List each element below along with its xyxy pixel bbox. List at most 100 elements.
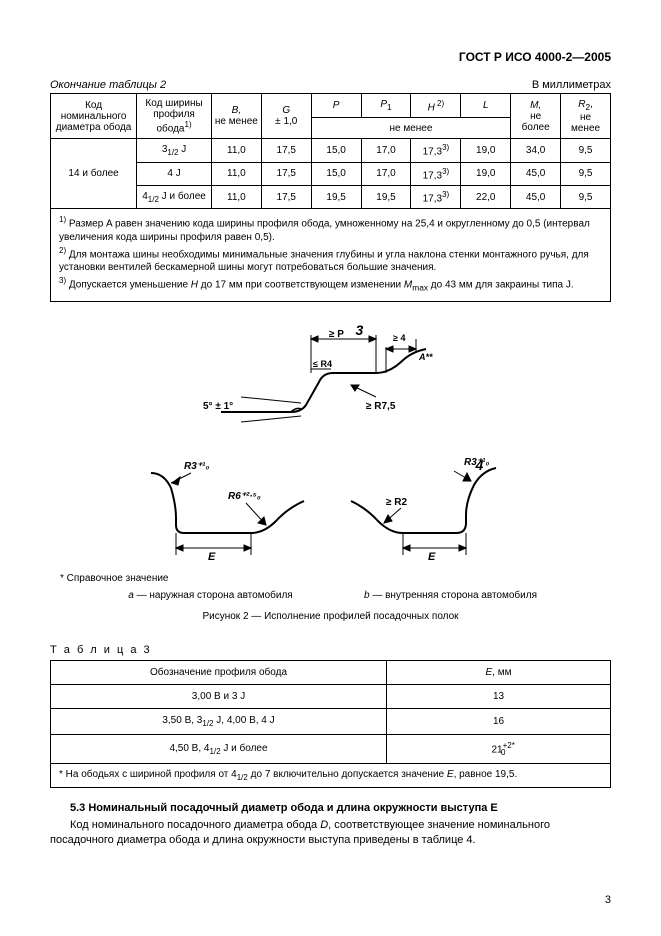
fig4a-r3: R3⁺¹₀	[184, 461, 209, 472]
t3-r0-c2: 13	[387, 685, 611, 709]
fig4a-r6: R6⁺²·⁵₀	[228, 491, 261, 502]
table2-caption: Окончание таблицы 2 В миллиметрах	[50, 79, 611, 91]
figure-label-3: 3	[356, 322, 364, 338]
t2-r0-m: 34,0	[511, 139, 561, 162]
t2-r2-c2: 41/2 J и более	[137, 185, 212, 208]
t2-r1-c2: 4 J	[137, 162, 212, 185]
t3-r1-c2: 16	[387, 709, 611, 735]
t2-r2-b: 11,0	[211, 185, 261, 208]
t2-r2-p: 19,5	[311, 185, 361, 208]
t2-r0-p: 15,0	[311, 139, 361, 162]
t2-h-c9-s1: не	[530, 111, 541, 122]
t2-r1-g: 17,5	[261, 162, 311, 185]
t2-h-c3: B, не менее	[211, 94, 261, 139]
figure-title: Рисунок 2 — Исполнение профилей посадочн…	[50, 611, 611, 622]
t2-h-c4-sub: ± 1,0	[275, 116, 297, 127]
t2-h-c10-s2: менее	[571, 123, 600, 134]
t3-h2: E, мм	[387, 661, 611, 685]
t2-r2-p1: 19,5	[361, 185, 411, 208]
t2-r1-p1: 17,0	[361, 162, 411, 185]
t2-h-c5: P	[311, 94, 361, 118]
fig3-gep: ≥ P	[329, 329, 344, 340]
fig4a-e: E	[208, 551, 216, 563]
t3-r0-c1: 3,00 B и 3 J	[51, 685, 387, 709]
table3-note: * На ободьях с шириной профиля от 41/2 д…	[50, 764, 611, 788]
t2-h-c4-sym: G	[282, 105, 290, 116]
t3-r1-c1: 3,50 B, 31/2 J, 4,00 B, 4 J	[51, 709, 387, 735]
fig4b-e: E	[428, 551, 436, 563]
t2-h-c7-sup: 2)	[435, 99, 444, 108]
table2-notes: 1) Размер A равен значению кода ширины п…	[50, 209, 611, 302]
t2-h-c10-comma: ,	[590, 99, 593, 110]
t2-h-group: не менее	[311, 118, 511, 139]
t2-r0-c1: 14 и более	[51, 139, 137, 209]
page-number: 3	[605, 894, 611, 906]
table-row: 3,00 B и 3 J 13	[51, 685, 611, 709]
t3-h1: Обозначение профиля обода	[51, 661, 387, 685]
t2-h-c10-s1: не	[580, 112, 591, 123]
t2-r2-m: 45,0	[511, 185, 561, 208]
t2-h-c2-l3: обода	[156, 123, 184, 134]
doc-code: ГОСТ Р ИСО 4000-2—2005	[50, 50, 611, 64]
table-row: 3,50 B, 31/2 J, 4,00 B, 4 J 16	[51, 709, 611, 735]
t2-r0-h: 17,33)	[411, 139, 461, 162]
figure-profile-4b: R3⁺¹₀ ≥ R2 E	[346, 453, 516, 563]
t2-r2-l: 22,0	[461, 185, 511, 208]
t2-note2: 2) Для монтажа шины необходимы минимальн…	[59, 246, 602, 274]
t2-h-c9-s2: более	[522, 122, 550, 133]
table3-caption: Т а б л и ц а 3	[50, 644, 611, 656]
t2-h-c10: R2, не менее	[561, 94, 611, 139]
t2-note3: 3) Допускается уменьшение H до 17 мм при…	[59, 276, 602, 293]
t2-r1-b: 11,0	[211, 162, 261, 185]
t2-r0-b: 11,0	[211, 139, 261, 162]
t2-h-c6-sub: 1	[387, 102, 392, 112]
table2-caption-right: В миллиметрах	[532, 79, 611, 91]
t2-r1-h: 17,33)	[411, 162, 461, 185]
t2-note1: 1) Размер A равен значению кода ширины п…	[59, 215, 602, 243]
fig3-r4: ≤ R4	[313, 359, 332, 369]
figure-profile-3: ≥ P ≥ 4 A** ≤ R4 5° ± 1° ≥ R7,5	[201, 327, 461, 442]
table2-caption-left: Окончание таблицы 2	[50, 79, 166, 91]
figure-sub-b: b — внутренняя сторона автомобиля	[361, 590, 541, 601]
t2-h-c9: M, не более	[511, 94, 561, 139]
figure-2: 3 4	[121, 327, 541, 563]
t2-h-c8: L	[461, 94, 511, 118]
fig3-ge4: ≥ 4	[393, 333, 405, 343]
t2-h-c2-l1: Код ширины	[145, 98, 202, 109]
figure-label-4: 4	[476, 457, 484, 473]
t2-r2-r2: 9,5	[561, 185, 611, 208]
t2-r0-g: 17,5	[261, 139, 311, 162]
figure-subcaptions: a — наружная сторона автомобиля b — внут…	[50, 590, 611, 601]
t3-r2-c2: 21+2*0	[387, 735, 611, 764]
t2-h-c3-sym: B,	[232, 105, 241, 116]
figure-profile-4a: R3⁺¹₀ R6⁺²·⁵₀ E	[146, 453, 316, 563]
t2-h-c2-sup: 1)	[185, 120, 192, 129]
t2-h-c2-l2: профиля	[153, 109, 195, 120]
fig3-r75: ≥ R7,5	[366, 401, 396, 412]
fig3-5deg: 5° ± 1°	[203, 401, 233, 412]
t2-h-c2: Код ширины профиля обода1)	[137, 94, 212, 139]
table-row: 14 и более 31/2 J 11,0 17,5 15,0 17,0 17…	[51, 139, 611, 162]
figure-footnote: * Справочное значение	[60, 573, 611, 584]
t2-r0-r2: 9,5	[561, 139, 611, 162]
t2-h-c7: H 2)	[411, 94, 461, 118]
t2-r1-p: 15,0	[311, 162, 361, 185]
figure-sub-a: a — наружная сторона автомобиля	[121, 590, 301, 601]
t2-h-c4: G ± 1,0	[261, 94, 311, 139]
fig4b-r2: ≥ R2	[386, 497, 407, 508]
t2-r1-l: 19,0	[461, 162, 511, 185]
t2-r0-p1: 17,0	[361, 139, 411, 162]
table3: Обозначение профиля обода E, мм 3,00 B и…	[50, 660, 611, 764]
t2-r1-r2: 9,5	[561, 162, 611, 185]
section-5-3-para: Код номинального посадочного диаметра об…	[50, 818, 611, 848]
t2-r1-m: 45,0	[511, 162, 561, 185]
t2-r2-g: 17,5	[261, 185, 311, 208]
t2-h-c1: Код номинального диаметра обода	[51, 94, 137, 139]
t2-r0-l: 19,0	[461, 139, 511, 162]
t2-r0-c2: 31/2 J	[137, 139, 212, 162]
t2-h-c3-sub: не менее	[215, 116, 258, 127]
fig3-a: A**	[418, 352, 433, 362]
t2-h-c6: P1	[361, 94, 411, 118]
section-5-3-heading: 5.3 Номинальный посадочный диаметр обода…	[70, 802, 611, 814]
table2: Код номинального диаметра обода Код шири…	[50, 93, 611, 209]
